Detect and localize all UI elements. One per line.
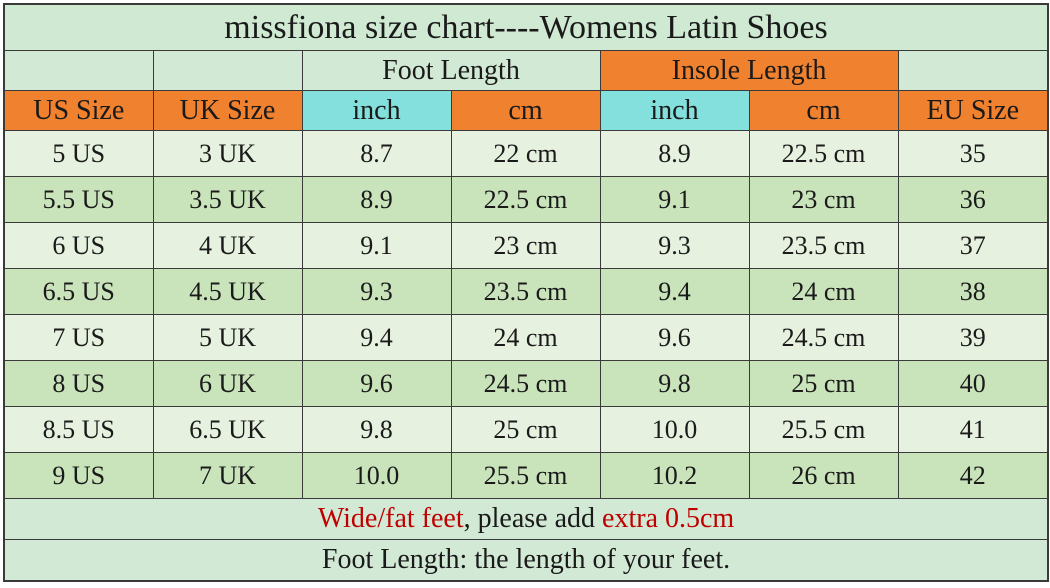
column-header: cm: [748, 90, 899, 131]
data-row: 8 US 6 UK 9.6 24.5 cm 9.8 25 cm 40: [3, 360, 1049, 407]
data-cell: 3 UK: [152, 130, 303, 177]
data-cell: 9.4: [599, 268, 750, 315]
data-cell: 8.9: [301, 176, 452, 223]
data-cell: 5 US: [3, 130, 154, 177]
column-header: cm: [450, 90, 601, 131]
data-cell: 22.5 cm: [450, 176, 601, 223]
data-cell: 9.1: [599, 176, 750, 223]
title-row: missfiona size chart----Womens Latin Sho…: [3, 3, 1049, 51]
data-row: 5 US 3 UK 8.7 22 cm 8.9 22.5 cm 35: [3, 130, 1049, 177]
note: Foot Length: the length of your feet.: [3, 539, 1049, 582]
column-header: inch: [301, 90, 452, 131]
data-cell: 37: [897, 222, 1049, 269]
title: missfiona size chart----Womens Latin Sho…: [3, 3, 1049, 51]
data-cell: 23 cm: [748, 176, 899, 223]
column-header: UK Size: [152, 90, 303, 131]
data-cell: 41: [897, 406, 1049, 453]
data-cell: 23.5 cm: [450, 268, 601, 315]
note-text: extra 0.5cm: [602, 503, 735, 534]
data-cell: 3.5 UK: [152, 176, 303, 223]
column-header: US Size: [3, 90, 154, 131]
group-header: Foot Length: [301, 50, 601, 91]
data-cell: 25.5 cm: [748, 406, 899, 453]
data-cell: 6 US: [3, 222, 154, 269]
data-cell: 23.5 cm: [748, 222, 899, 269]
data-cell: 25.5 cm: [450, 452, 601, 499]
data-cell: 8 US: [3, 360, 154, 407]
data-cell: 25 cm: [450, 406, 601, 453]
note: Wide/fat feet, please add extra 0.5cm: [3, 498, 1049, 540]
note-text: , please add: [463, 503, 603, 534]
data-cell: 5 UK: [152, 314, 303, 361]
data-cell: 9.6: [599, 314, 750, 361]
data-cell: 38: [897, 268, 1049, 315]
data-cell: 42: [897, 452, 1049, 499]
data-cell: 6 UK: [152, 360, 303, 407]
data-row: 6 US 4 UK 9.1 23 cm 9.3 23.5 cm 37: [3, 222, 1049, 269]
data-cell: 7 UK: [152, 452, 303, 499]
group-header: Insole Length: [599, 50, 899, 91]
data-cell: 7 US: [3, 314, 154, 361]
data-cell: 24 cm: [450, 314, 601, 361]
data-row: 9 US 7 UK 10.0 25.5 cm 10.2 26 cm 42: [3, 452, 1049, 499]
column-header: inch: [599, 90, 750, 131]
data-cell: 9.1: [301, 222, 452, 269]
data-cell: 9.8: [301, 406, 452, 453]
data-cell: 9 US: [3, 452, 154, 499]
data-cell: 8.7: [301, 130, 452, 177]
data-row: 7 US 5 UK 9.4 24 cm 9.6 24.5 cm 39: [3, 314, 1049, 361]
data-cell: 8.5 US: [3, 406, 154, 453]
note-row: Wide/fat feet, please add extra 0.5cm: [3, 498, 1049, 540]
data-cell: 6.5 US: [3, 268, 154, 315]
size-chart: missfiona size chart----Womens Latin Sho…: [3, 3, 1050, 582]
data-cell: 36: [897, 176, 1049, 223]
data-cell: 22 cm: [450, 130, 601, 177]
data-cell: 9.3: [301, 268, 452, 315]
group-row: Foot Length Insole Length: [3, 50, 1049, 91]
empty-cell: [152, 50, 303, 91]
data-cell: 35: [897, 130, 1049, 177]
data-cell: 10.2: [599, 452, 750, 499]
data-cell: 6.5 UK: [152, 406, 303, 453]
empty-cell: [3, 50, 154, 91]
data-cell: 4 UK: [152, 222, 303, 269]
data-cell: 39: [897, 314, 1049, 361]
data-row: 5.5 US 3.5 UK 8.9 22.5 cm 9.1 23 cm 36: [3, 176, 1049, 223]
header-row: US Size UK Size inch cm inch cm EU Size: [3, 90, 1049, 131]
data-cell: 24 cm: [748, 268, 899, 315]
data-cell: 24.5 cm: [748, 314, 899, 361]
data-cell: 10.0: [301, 452, 452, 499]
data-cell: 9.6: [301, 360, 452, 407]
table-body: missfiona size chart----Womens Latin Sho…: [3, 3, 1049, 499]
data-row: 8.5 US 6.5 UK 9.8 25 cm 10.0 25.5 cm 41: [3, 406, 1049, 453]
data-cell: 5.5 US: [3, 176, 154, 223]
data-cell: 26 cm: [748, 452, 899, 499]
data-cell: 23 cm: [450, 222, 601, 269]
empty-cell: [897, 50, 1049, 91]
data-cell: 9.3: [599, 222, 750, 269]
data-cell: 25 cm: [748, 360, 899, 407]
data-cell: 4.5 UK: [152, 268, 303, 315]
data-row: 6.5 US 4.5 UK 9.3 23.5 cm 9.4 24 cm 38: [3, 268, 1049, 315]
data-cell: 9.8: [599, 360, 750, 407]
column-header: EU Size: [897, 90, 1049, 131]
data-cell: 10.0: [599, 406, 750, 453]
data-cell: 24.5 cm: [450, 360, 601, 407]
data-cell: 22.5 cm: [748, 130, 899, 177]
data-cell: 8.9: [599, 130, 750, 177]
data-cell: 9.4: [301, 314, 452, 361]
note-row: Foot Length: the length of your feet.: [3, 539, 1049, 582]
data-cell: 40: [897, 360, 1049, 407]
note-text: Wide/fat feet: [317, 503, 464, 534]
